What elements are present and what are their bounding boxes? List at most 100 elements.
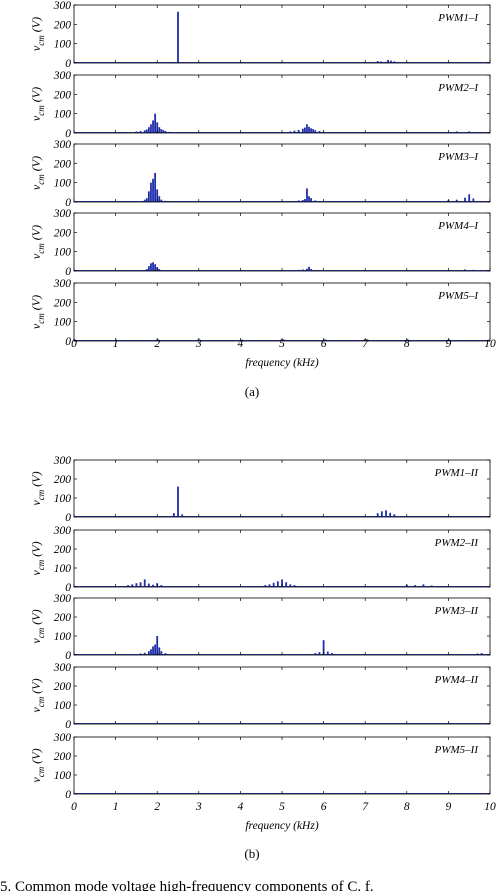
- y-tick-label: 300: [53, 455, 72, 467]
- panel-a-3: 0 100 200 300 PWM3–I vcm (V): [29, 139, 491, 209]
- figure-b-caption: (b): [244, 846, 259, 861]
- y-tick-label: 100: [54, 700, 72, 712]
- bar: [162, 130, 165, 133]
- panel-label: PWM2–II: [434, 537, 480, 549]
- bar: [297, 269, 300, 271]
- y-tick-label: 300: [53, 278, 72, 290]
- bar: [164, 131, 167, 133]
- bar: [376, 513, 379, 517]
- bar: [303, 127, 306, 133]
- footer-caption-fragment: 5. Common mode voltage high-frequency co…: [0, 879, 374, 891]
- figure-b-panels: 0100200300PWM1–IIvcm(V)0100200300PWM2–II…: [29, 455, 496, 832]
- panel-a-4: 0 100 200 300 PWM4–I vcm (V): [29, 208, 491, 278]
- y-axis-label-subscript: cm: [36, 559, 46, 570]
- x-tick-label: 10: [484, 338, 496, 350]
- bar: [322, 640, 325, 655]
- plot-frame: [73, 212, 491, 272]
- bar: [150, 124, 152, 133]
- y-tick-label: 300: [53, 70, 72, 82]
- bar: [139, 582, 142, 587]
- x-tick-label: 8: [404, 801, 410, 813]
- y-axis-label-var: v: [29, 570, 43, 576]
- y-tick-label: 0: [65, 650, 71, 662]
- y-tick-label: 300: [53, 0, 72, 12]
- y-axis-label-var: v: [29, 184, 43, 190]
- bar: [390, 60, 392, 63]
- bar: [297, 129, 300, 133]
- bar: [156, 636, 159, 655]
- bar: [385, 510, 387, 517]
- y-tick-label: 100: [54, 631, 72, 643]
- y-tick-label: 100: [54, 178, 72, 190]
- y-tick-label: 200: [54, 474, 72, 486]
- bar: [380, 61, 382, 63]
- plot-frame: [73, 74, 491, 134]
- x-tick-label: 4: [238, 801, 244, 813]
- x-tick-label: 3: [195, 338, 202, 350]
- bar: [152, 646, 154, 655]
- y-axis-label: vcm (V): [29, 609, 46, 643]
- y-tick-label: 300: [53, 662, 72, 674]
- y-tick-label: 100: [54, 563, 72, 575]
- x-tick-label: 7: [362, 338, 369, 350]
- y-tick-label: 0: [65, 197, 71, 209]
- bar: [131, 584, 134, 587]
- y-axis-label: vcm (V): [29, 156, 46, 190]
- x-axis-label: frequency (kHz): [245, 820, 318, 832]
- bar: [168, 131, 171, 133]
- bar: [308, 196, 310, 202]
- bar: [154, 113, 157, 133]
- y-axis-label: vcm (V): [29, 678, 46, 712]
- y-tick-label: 200: [54, 158, 72, 170]
- y-axis-label-subscript: cm: [36, 313, 46, 324]
- panel-label: PWM5–II: [434, 744, 480, 756]
- panel-b-2: 0 100 200 300 PWM2–II vcm (V): [29, 525, 491, 594]
- bar: [385, 61, 387, 63]
- y-axis-label: vcm (V): [29, 295, 46, 329]
- y-axis-label-unit: (V): [29, 471, 43, 486]
- y-tick-label: 100: [54, 109, 72, 121]
- y-axis-label-subscript: cm: [36, 174, 46, 185]
- x-tick-label: 9: [446, 338, 452, 350]
- y-axis-label: vcm (V): [29, 471, 46, 505]
- bar: [160, 651, 163, 655]
- bar: [289, 584, 292, 587]
- x-tick-label: 7: [362, 801, 369, 813]
- y-axis-label: vcm (V): [29, 541, 46, 575]
- bar: [154, 644, 157, 655]
- bar: [468, 194, 471, 202]
- y-tick-label: 100: [54, 39, 72, 51]
- bar: [455, 199, 458, 202]
- x-tick-label: 0: [71, 801, 77, 813]
- bar: [314, 653, 317, 655]
- bar: [303, 199, 306, 202]
- bar: [306, 124, 308, 133]
- panel-a-5: 0 100 200 300 PWM5–I vcm (V): [29, 278, 491, 348]
- bar: [297, 200, 300, 202]
- bar: [158, 647, 161, 655]
- bar: [127, 585, 129, 587]
- panel-a-1: 0 100 200 300 PWM1–I vcm (V): [29, 0, 491, 70]
- bar: [455, 131, 458, 133]
- y-tick-label: 200: [54, 544, 72, 556]
- panel-b-4: 0 100 200 300 PWM4–II vcm (V): [29, 662, 491, 731]
- bar: [268, 584, 271, 587]
- bar: [314, 200, 317, 202]
- y-tick-label: 0: [65, 128, 71, 140]
- bar: [160, 129, 163, 133]
- bar: [308, 266, 310, 271]
- y-axis-label: vcm (V): [29, 225, 46, 259]
- bar: [145, 129, 148, 133]
- panel-b-5: 0 100 200 300 PWM5–II vcm (V): [29, 732, 491, 801]
- y-tick-label: 200: [54, 227, 72, 239]
- y-axis-label-unit: (V): [29, 295, 43, 310]
- x-tick-label: 6: [321, 338, 327, 350]
- y-axis-label-var: v: [29, 115, 43, 121]
- bar: [312, 129, 315, 133]
- bar: [281, 579, 283, 587]
- plot-frame: [73, 143, 491, 203]
- panel-label: PWM4–II: [434, 674, 480, 686]
- bar: [468, 131, 471, 133]
- y-axis-label-unit: (V): [29, 225, 43, 240]
- bar: [318, 652, 321, 655]
